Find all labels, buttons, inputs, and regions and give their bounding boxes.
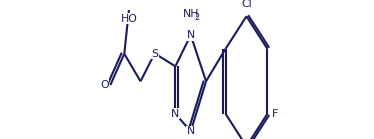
Text: NH: NH	[183, 9, 200, 19]
Text: 2: 2	[194, 13, 199, 22]
Text: O: O	[100, 80, 108, 90]
Text: N: N	[187, 30, 195, 40]
Text: Cl: Cl	[241, 0, 252, 9]
Text: N: N	[187, 126, 195, 136]
Text: S: S	[151, 49, 158, 59]
Text: N: N	[171, 109, 180, 119]
Text: F: F	[272, 109, 278, 119]
Text: HO: HO	[121, 13, 138, 23]
